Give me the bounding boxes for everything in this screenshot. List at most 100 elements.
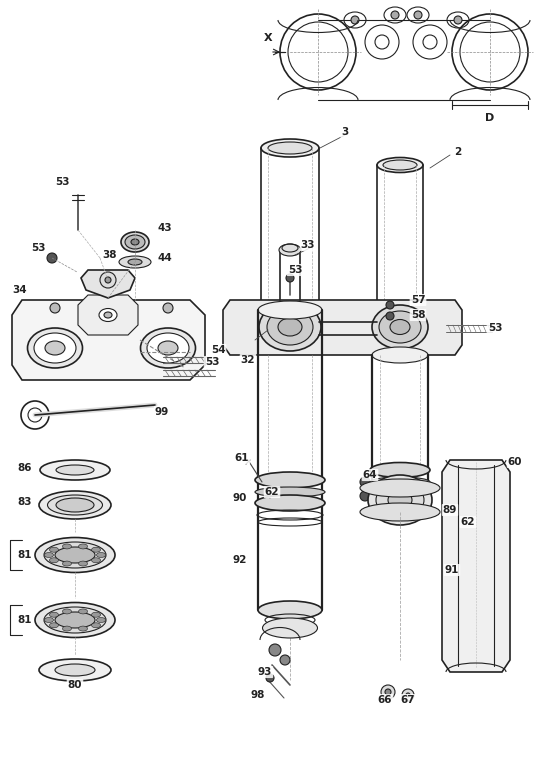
Ellipse shape [388,491,412,509]
Ellipse shape [56,465,94,475]
Text: 86: 86 [18,463,32,473]
Ellipse shape [278,318,302,336]
Text: 90: 90 [233,493,247,503]
Text: 60: 60 [508,457,523,467]
Ellipse shape [62,609,71,614]
Ellipse shape [360,479,440,497]
Circle shape [280,655,290,665]
Ellipse shape [55,547,95,563]
Ellipse shape [279,244,301,256]
Ellipse shape [370,477,430,487]
Ellipse shape [91,558,100,563]
Text: 99: 99 [155,407,169,417]
Circle shape [454,16,462,24]
Text: 53: 53 [488,323,502,333]
Ellipse shape [390,319,410,335]
Ellipse shape [379,311,421,343]
Text: 34: 34 [13,285,27,295]
Circle shape [448,518,456,526]
Text: 53: 53 [55,177,69,187]
Text: D: D [485,113,495,123]
Circle shape [406,693,410,697]
Polygon shape [78,295,138,335]
Ellipse shape [78,544,88,549]
Text: 43: 43 [158,223,172,233]
Ellipse shape [49,547,59,552]
Text: 64: 64 [362,470,378,480]
Ellipse shape [91,547,100,552]
Ellipse shape [91,612,100,617]
Ellipse shape [62,626,71,631]
Ellipse shape [255,487,325,497]
Circle shape [385,689,391,695]
Text: 2: 2 [454,147,462,157]
Text: 3: 3 [342,127,349,137]
Polygon shape [81,270,135,298]
Text: 38: 38 [103,250,117,260]
Ellipse shape [91,623,100,628]
Ellipse shape [372,347,428,363]
Text: 67: 67 [401,695,415,705]
Text: 98: 98 [251,690,265,700]
Ellipse shape [261,139,319,157]
Circle shape [50,303,60,313]
Ellipse shape [258,601,322,619]
Ellipse shape [55,612,95,628]
Ellipse shape [39,659,111,681]
Ellipse shape [47,495,103,515]
Ellipse shape [45,552,54,558]
Ellipse shape [360,503,440,521]
Text: 89: 89 [443,505,457,515]
Text: 93: 93 [258,667,272,677]
Ellipse shape [34,333,76,363]
Text: X: X [264,33,272,43]
Circle shape [402,689,414,701]
Ellipse shape [97,552,105,558]
Text: 61: 61 [235,453,249,463]
Circle shape [391,11,399,19]
Ellipse shape [259,303,321,351]
Text: 58: 58 [411,310,425,320]
Text: 44: 44 [158,253,172,263]
Circle shape [381,685,395,699]
Ellipse shape [383,160,417,170]
Ellipse shape [119,256,151,268]
Ellipse shape [44,542,106,568]
Text: 54: 54 [211,345,226,355]
Circle shape [386,301,394,309]
Circle shape [105,277,111,283]
Circle shape [386,312,394,320]
Polygon shape [12,300,205,380]
Text: 53: 53 [31,243,45,253]
Ellipse shape [147,333,189,363]
Ellipse shape [125,235,145,249]
Text: 81: 81 [18,550,32,560]
Text: D: D [485,113,495,123]
Text: 91: 91 [445,565,459,575]
Circle shape [286,274,294,282]
Text: 53: 53 [288,265,302,275]
Ellipse shape [45,617,54,623]
Circle shape [269,644,281,656]
Ellipse shape [368,475,432,525]
Ellipse shape [255,472,325,488]
Ellipse shape [49,623,59,628]
Ellipse shape [45,341,65,355]
Ellipse shape [370,463,430,478]
Ellipse shape [104,312,112,318]
Ellipse shape [62,561,71,566]
Text: 80: 80 [68,680,82,690]
Ellipse shape [370,485,430,501]
Ellipse shape [62,544,71,549]
Ellipse shape [263,618,317,638]
Polygon shape [223,300,462,355]
Ellipse shape [35,603,115,638]
Text: 66: 66 [378,695,392,705]
Ellipse shape [121,232,149,252]
Ellipse shape [55,664,95,676]
Ellipse shape [78,626,88,631]
Ellipse shape [44,607,106,633]
Polygon shape [442,460,510,672]
Text: 53: 53 [205,357,219,367]
Ellipse shape [49,612,59,617]
